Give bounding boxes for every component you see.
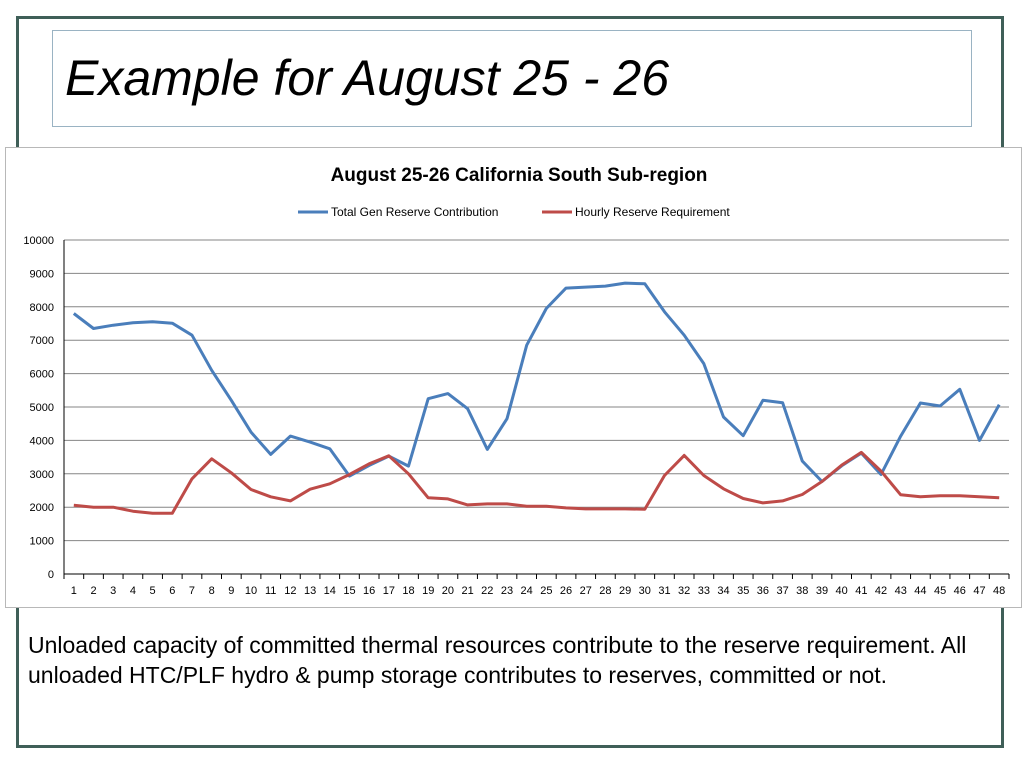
x-axis-ticks: 1 2 3 4 5 6 7 8 9 10 11 12 13 14 15 16 17 18 19 20 21 22 23 24 2… [63,574,1010,597]
x-tick-label: 37 [776,585,788,597]
x-tick-label: 39 [816,585,828,597]
x-tick-label: 23 [501,585,513,597]
x-tick-label: 29 [619,585,631,597]
series-line-hourly-req [73,450,1000,515]
legend-label-total-gen: Total Gen Reserve Contribution [331,205,498,219]
y-tick-label: 4000 [30,435,54,447]
x-tick-label: 41 [855,585,867,597]
x-tick-label: 36 [757,585,769,597]
x-tick-label: 40 [836,585,848,597]
legend: Total Gen Reserve Contribution Hourly Re… [298,205,730,219]
x-tick-label: 4 [130,585,136,597]
line-chart: August 25-26 California South Sub-region… [23,165,1010,597]
x-tick-label: 16 [363,585,375,597]
x-tick-label: 38 [796,585,808,597]
x-tick-label: 10 [245,585,257,597]
x-tick-label: 1 [71,585,77,597]
x-tick-label: 13 [304,585,316,597]
x-tick-label: 44 [914,585,926,597]
x-tick-label: 28 [599,585,611,597]
x-tick-label: 46 [954,585,966,597]
slide-caption: Unloaded capacity of committed thermal r… [28,632,967,688]
x-tick-label: 31 [658,585,670,597]
x-tick-label: 12 [284,585,296,597]
y-tick-label: 1000 [30,536,54,548]
x-tick-label: 18 [402,585,414,597]
x-tick-label: 17 [383,585,395,597]
y-tick-label: 9000 [30,268,54,280]
x-tick-label: 47 [973,585,985,597]
y-tick-label: 6000 [30,369,54,381]
x-tick-label: 24 [521,585,533,597]
x-tick-label: 6 [169,585,175,597]
x-tick-label: 11 [265,585,276,597]
y-tick-label: 3000 [30,469,54,481]
chart-title: August 25-26 California South Sub-region [331,165,708,186]
x-tick-label: 35 [737,585,749,597]
y-tick-label: 10000 [23,235,54,247]
y-tick-label: 8000 [30,302,54,314]
x-tick-label: 30 [639,585,651,597]
x-tick-label: 45 [934,585,946,597]
x-tick-label: 5 [150,585,156,597]
title-box: Example for August 25 - 26 [52,30,972,127]
x-tick-label: 48 [993,585,1005,597]
x-tick-label: 9 [228,585,234,597]
legend-label-hourly-req: Hourly Reserve Requirement [575,205,730,219]
slide-title: Example for August 25 - 26 [65,50,670,106]
x-tick-label: 14 [324,585,336,597]
x-tick-label: 15 [343,585,355,597]
x-tick-label: 25 [540,585,552,597]
series-lines [72,281,1001,515]
y-axis-ticks: 0 1000 2000 3000 4000 5000 6000 7000 8000 9000 100… [23,235,54,581]
y-tick-label: 5000 [30,402,54,414]
x-tick-label: 42 [875,585,887,597]
y-tick-label: 7000 [30,335,54,347]
y-tick-label: 2000 [30,502,54,514]
x-tick-label: 27 [580,585,592,597]
y-tick-label: 0 [48,569,54,581]
x-tick-label: 19 [422,585,434,597]
x-tick-label: 32 [678,585,690,597]
x-tick-label: 34 [717,585,729,597]
x-tick-label: 20 [442,585,454,597]
gridlines [63,239,1009,575]
x-tick-label: 22 [481,585,493,597]
chart-panel: August 25-26 California South Sub-region… [5,147,1022,608]
x-tick-label: 33 [698,585,710,597]
x-tick-label: 8 [209,585,215,597]
x-tick-label: 7 [189,585,195,597]
x-tick-label: 3 [110,585,116,597]
x-tick-label: 26 [560,585,572,597]
x-tick-label: 2 [90,585,96,597]
x-tick-label: 21 [461,585,473,597]
x-tick-label: 43 [895,585,907,597]
